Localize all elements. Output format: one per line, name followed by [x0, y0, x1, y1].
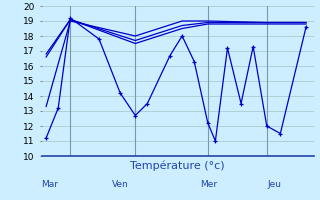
Text: Mar: Mar: [42, 180, 59, 189]
Text: Mer: Mer: [200, 180, 217, 189]
Text: Jeu: Jeu: [267, 180, 281, 189]
X-axis label: Température (°c): Température (°c): [130, 160, 225, 171]
Text: Ven: Ven: [112, 180, 129, 189]
